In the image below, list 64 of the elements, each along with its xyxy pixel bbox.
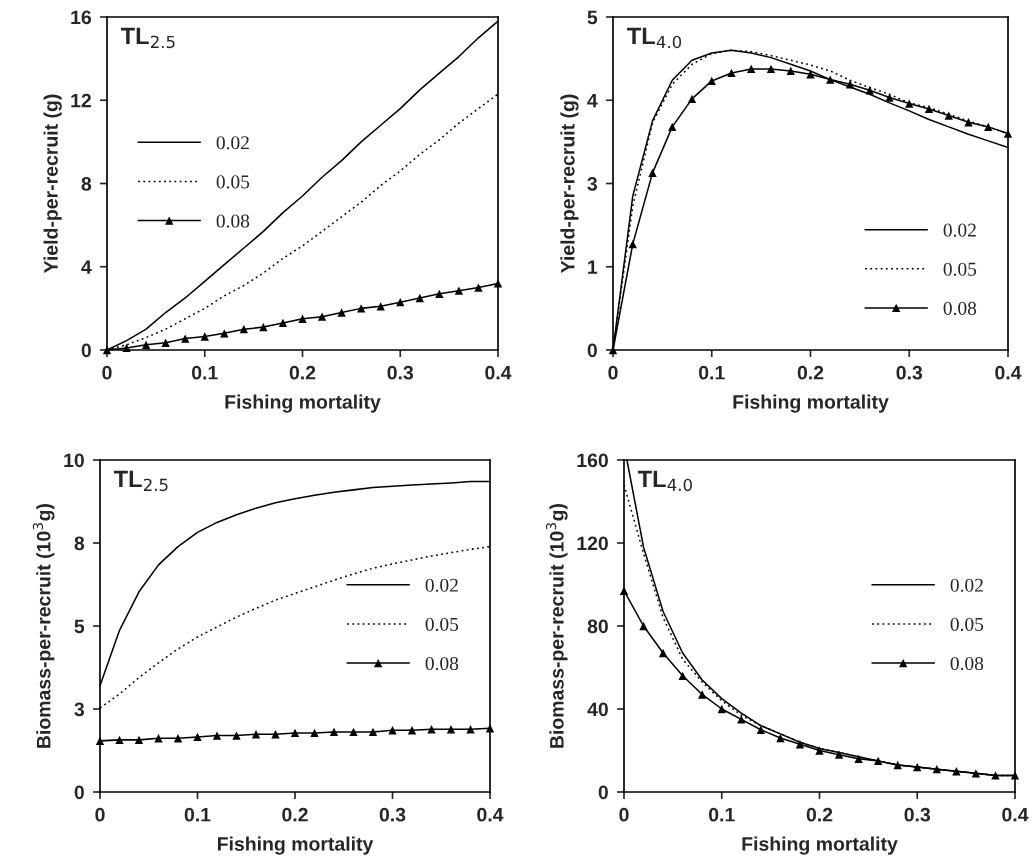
legend-label: 0.05 <box>950 617 984 632</box>
y-tick-label: 16 <box>71 10 92 25</box>
y-tick-label: 0 <box>74 785 84 800</box>
y-axis-title: Biomass-per-recruit (10$^{3}$g) <box>545 504 568 748</box>
legend-label: 0.02 <box>950 578 983 592</box>
x-axis-title: Fishing mortality <box>217 836 374 855</box>
y-tick-label: 12 <box>71 93 91 108</box>
y-tick-label: 8 <box>81 176 92 191</box>
y-tick-label: 10 <box>64 453 84 468</box>
x-tick-label: 0.3 <box>896 365 923 380</box>
x-tick-label: 0.4 <box>485 365 512 380</box>
x-tick-label: 0.3 <box>387 365 414 380</box>
annotation: TL$_{2.5}$ <box>113 470 168 492</box>
legend-label: 0.08 <box>950 656 984 671</box>
x-tick-label: 0.1 <box>184 807 211 822</box>
x-tick-label: 0 <box>619 807 629 822</box>
x-axis-title: Fishing mortality <box>733 394 889 413</box>
legend-label: 0.02 <box>216 136 249 150</box>
y-tick-label: 4 <box>81 260 92 274</box>
x-tick-label: 0.4 <box>995 365 1022 380</box>
y-tick-label: 5 <box>74 619 85 634</box>
x-tick-label: 0.1 <box>709 807 735 822</box>
y-tick-label: 3 <box>587 176 598 191</box>
y-tick-label: 0 <box>598 785 608 800</box>
y-tick-label: 5 <box>587 10 598 25</box>
legend-label: 0.05 <box>943 262 977 276</box>
x-tick-label: 0 <box>95 807 105 822</box>
legend-label: 0.05 <box>425 617 459 632</box>
y-tick-label: 8 <box>74 536 85 551</box>
y-tick-label: 40 <box>587 702 608 717</box>
x-tick-label: 0.1 <box>192 365 218 380</box>
x-axis-title: Fishing mortality <box>225 394 381 413</box>
y-tick-label: 0 <box>81 343 91 358</box>
annotation: TL$_{2.5}$ <box>120 27 175 49</box>
y-tick-label: 80 <box>587 619 608 634</box>
legend-label: 0.08 <box>943 301 977 316</box>
y-tick-label: 4 <box>587 93 598 108</box>
y-tick-label: 3 <box>74 702 85 717</box>
x-axis-title: Fishing mortality <box>742 836 898 855</box>
y-tick-label: 120 <box>577 536 608 551</box>
legend-label: 0.02 <box>943 223 976 237</box>
x-tick-label: 0 <box>608 365 618 380</box>
x-tick-label: 0.4 <box>1002 807 1029 822</box>
legend-label: 0.08 <box>425 656 459 671</box>
legend-label: 0.02 <box>425 578 458 592</box>
x-tick-label: 0.3 <box>904 807 931 822</box>
annotation: TL$_{4.0}$ <box>637 470 692 492</box>
y-tick-label: 0 <box>587 343 597 358</box>
x-tick-label: 0.2 <box>289 365 316 380</box>
x-tick-label: 0.1 <box>699 365 725 380</box>
x-tick-label: 0.2 <box>806 807 833 822</box>
y-tick-label: 160 <box>577 453 608 468</box>
legend-label: 0.08 <box>216 214 250 228</box>
legend-label: 0.05 <box>216 175 250 189</box>
y-axis-title: Yield-per-recruit (g) <box>43 94 62 274</box>
x-tick-label: 0.2 <box>282 807 308 822</box>
y-axis-title: Biomass-per-recruit (10$^{3}$g) <box>32 504 55 748</box>
x-tick-label: 0.2 <box>797 365 824 380</box>
x-tick-label: 0.3 <box>379 807 406 822</box>
x-tick-label: 0.4 <box>477 807 504 822</box>
y-axis-title: Yield-per-recruit (g) <box>560 94 579 274</box>
y-tick-label: 1 <box>588 260 598 274</box>
annotation: TL$_{4.0}$ <box>627 27 682 49</box>
x-tick-label: 0 <box>102 365 112 380</box>
